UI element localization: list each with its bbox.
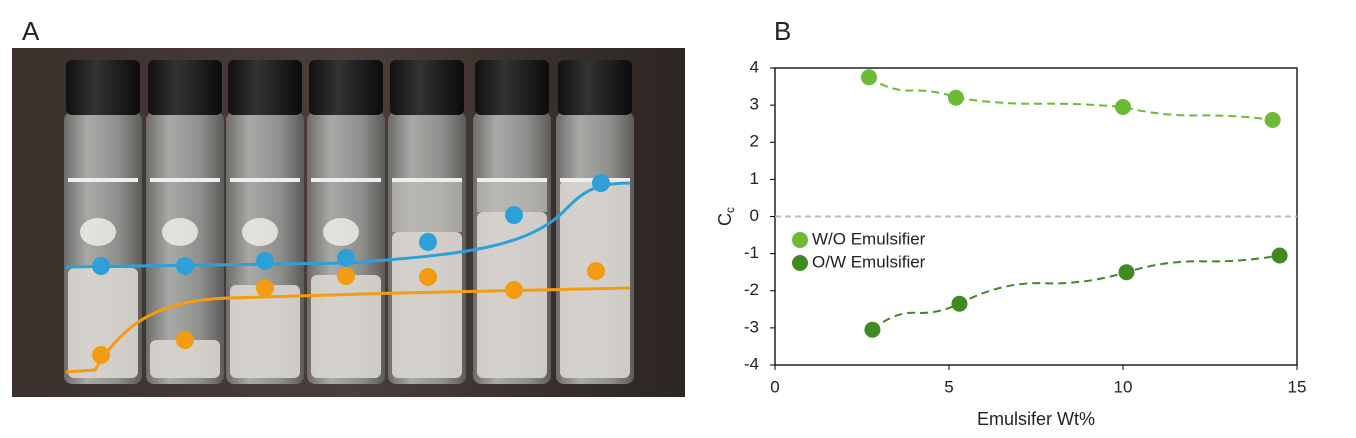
panel-label: A	[22, 16, 40, 46]
vial-glare	[162, 218, 198, 246]
blue-curve	[65, 181, 631, 269]
vial-photo	[12, 48, 685, 397]
legend-label: W/O Emulsifier	[812, 229, 926, 248]
orange-dot	[337, 267, 355, 285]
vial-cap	[309, 60, 383, 115]
y-tick-label: 0	[750, 206, 759, 225]
data-point	[864, 321, 881, 338]
y-axis-label-main: C	[715, 213, 735, 226]
orange-dot	[92, 346, 110, 364]
legend-marker	[792, 232, 808, 248]
data-point	[947, 89, 964, 106]
vial-cap	[228, 60, 302, 115]
y-axis-label: Cc	[715, 207, 737, 226]
legend-marker	[792, 255, 808, 271]
blue-dot	[419, 233, 437, 251]
x-tick-label: 0	[770, 377, 779, 396]
x-axis-label: Emulsifer Wt%	[977, 409, 1095, 429]
panel-label: B	[774, 16, 791, 46]
blue-dot	[337, 249, 355, 267]
blue-dot	[505, 206, 523, 224]
data-point	[1118, 264, 1135, 281]
y-tick-label: -3	[744, 317, 759, 336]
blue-dot	[176, 257, 194, 275]
y-tick-label: 3	[750, 95, 759, 114]
y-tick-label: 2	[750, 132, 759, 151]
vial-milk	[68, 268, 138, 378]
data-point	[860, 69, 877, 86]
y-tick-label: -4	[744, 354, 759, 373]
trend-line	[871, 254, 1280, 331]
orange-dot	[176, 331, 194, 349]
trend-line	[868, 76, 1273, 121]
data-point	[1271, 247, 1288, 264]
vial-cap	[66, 60, 140, 115]
vial-glare	[242, 218, 278, 246]
vial-milk	[150, 340, 220, 378]
orange-dot	[505, 281, 523, 299]
x-tick-label: 10	[1114, 377, 1133, 396]
vial-cap	[148, 60, 222, 115]
x-tick-label: 15	[1288, 377, 1307, 396]
vial-milk	[311, 275, 381, 378]
vial-cream	[392, 180, 462, 232]
vial-cap	[475, 60, 549, 115]
y-tick-label: 1	[750, 169, 759, 188]
blue-dot	[92, 257, 110, 275]
vial-milk	[392, 232, 462, 378]
data-point	[1264, 111, 1281, 128]
y-tick-label: 4	[750, 57, 759, 76]
data-point	[951, 295, 968, 312]
y-tick-label: -2	[744, 280, 759, 299]
vial-milk	[230, 285, 300, 378]
x-tick-label: 5	[944, 377, 953, 396]
orange-dot	[587, 262, 605, 280]
y-tick-label: -1	[744, 243, 759, 262]
vial-glare	[323, 218, 359, 246]
vial-cap	[558, 60, 632, 115]
data-point	[1115, 98, 1131, 115]
blue-dot	[256, 252, 274, 270]
blue-dot	[592, 174, 610, 192]
orange-dot	[256, 279, 274, 297]
orange-dot	[419, 268, 437, 286]
legend-label: O/W Emulsifier	[812, 252, 926, 271]
chart-b: -4 -3 -2 -1 0 1 2 3 4 0 5 10 15 Emulsifer Wt% Cc W/O Em…	[715, 57, 1307, 428]
y-axis-label-sub: c	[723, 207, 737, 213]
vial-cap	[390, 60, 464, 115]
vial-glare	[80, 218, 116, 246]
